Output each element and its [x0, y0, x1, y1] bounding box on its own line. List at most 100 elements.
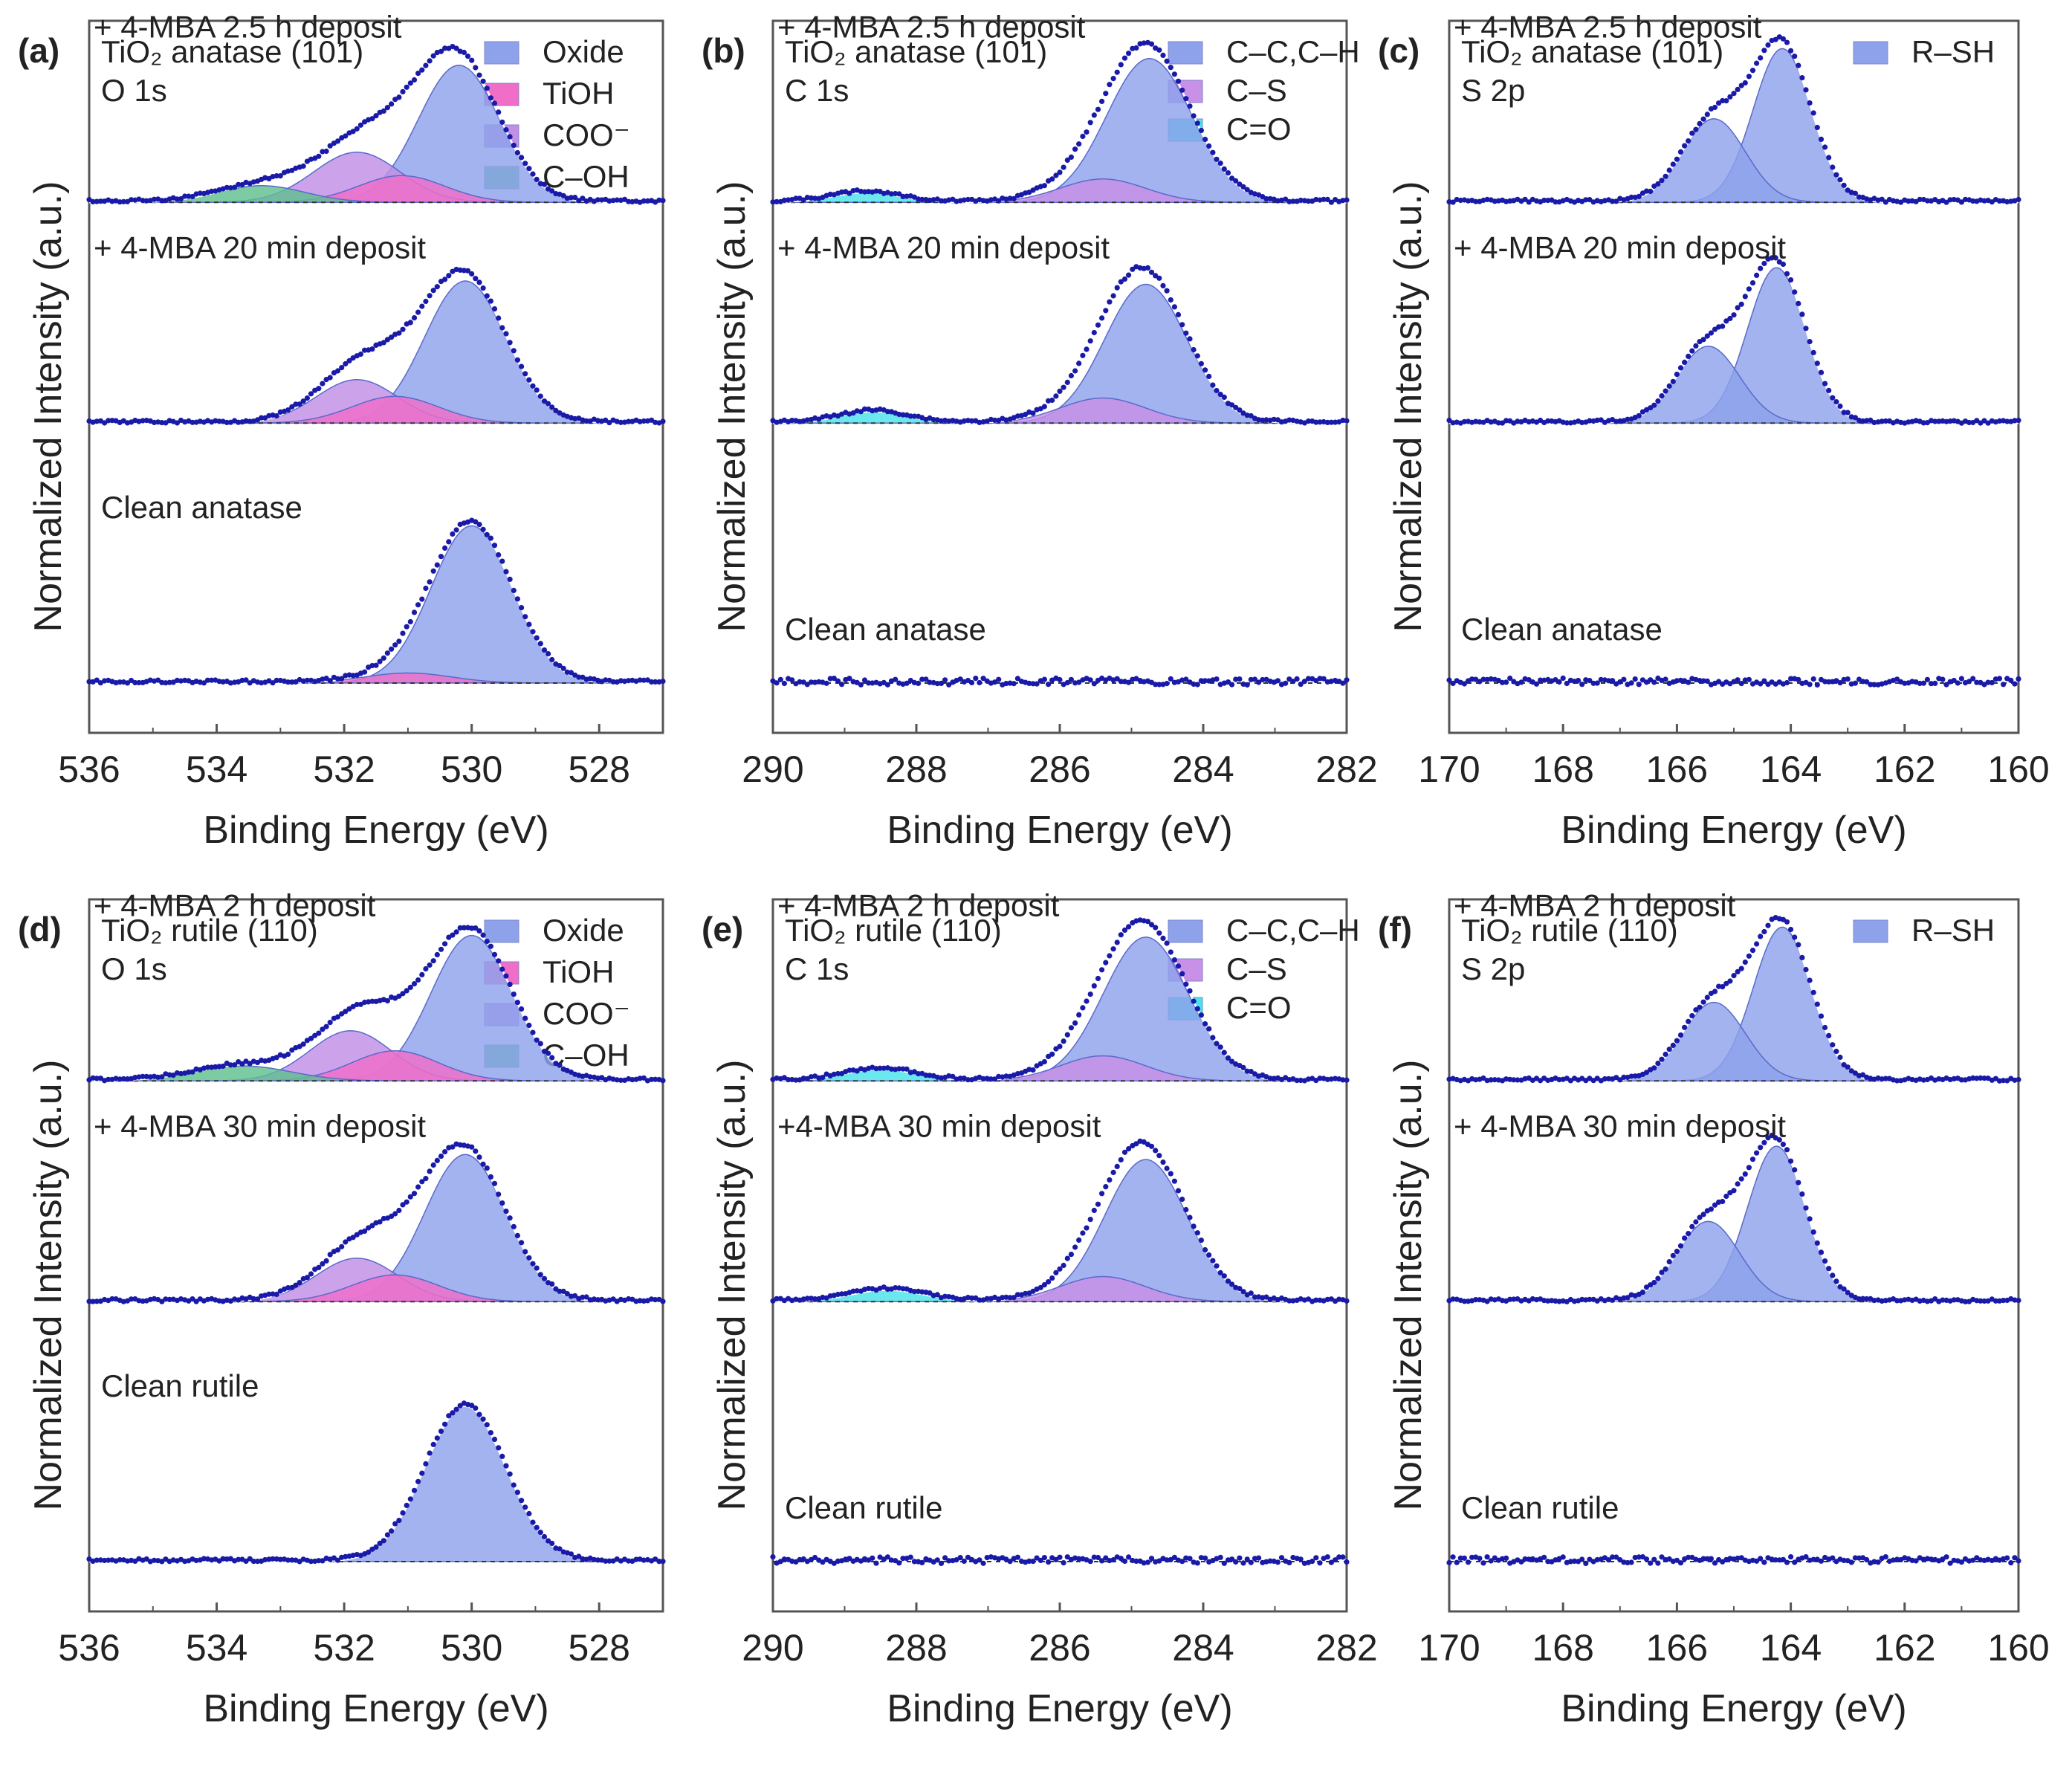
- data-point: [1852, 190, 1858, 196]
- data-point: [1076, 1556, 1082, 1562]
- data-point: [793, 195, 799, 201]
- data-point: [1076, 679, 1082, 685]
- data-point: [526, 377, 532, 383]
- data-point: [1037, 1284, 1043, 1290]
- data-point: [660, 1559, 666, 1565]
- data-point: [1621, 676, 1627, 682]
- data-point: [182, 193, 188, 199]
- data-point: [1677, 149, 1684, 155]
- data-point: [1473, 198, 1479, 204]
- data-point: [1822, 679, 1828, 685]
- data-point: [1515, 1077, 1521, 1083]
- data-point: [362, 669, 368, 675]
- data-point: [1160, 935, 1166, 941]
- data-point: [1248, 413, 1254, 419]
- data-point: [519, 363, 525, 369]
- data-point: [580, 1294, 586, 1300]
- data-point: [1689, 348, 1695, 354]
- data-point: [904, 1066, 910, 1072]
- data-point: [450, 531, 456, 537]
- data-point: [1882, 418, 1888, 424]
- trace-label: Clean rutile: [1461, 1490, 1619, 1525]
- data-point: [491, 1436, 498, 1443]
- data-point: [1114, 676, 1120, 682]
- data-point: [438, 48, 444, 54]
- data-point: [1958, 199, 1964, 205]
- data-point: [934, 681, 940, 687]
- x-tick-label: 530: [441, 748, 502, 790]
- data-point: [499, 1200, 505, 1206]
- data-point: [1830, 1042, 1836, 1048]
- data-point: [1799, 1191, 1805, 1197]
- data-point: [178, 195, 184, 202]
- data-point: [1061, 1262, 1066, 1269]
- data-point: [1034, 1555, 1040, 1561]
- data-point: [1148, 41, 1155, 47]
- data-point: [1240, 1064, 1246, 1070]
- data-point: [1655, 1061, 1661, 1067]
- data-point: [1674, 1557, 1680, 1563]
- data-point: [366, 1225, 372, 1231]
- data-point: [1704, 994, 1710, 1000]
- data-point: [1749, 1157, 1756, 1162]
- data-point: [1061, 164, 1066, 170]
- data-point: [1864, 1296, 1870, 1302]
- data-point: [491, 1180, 498, 1186]
- data-point: [1068, 154, 1074, 160]
- trace: + 4-MBA 2.5 h deposit: [1446, 9, 2021, 205]
- data-point: [1333, 1557, 1338, 1563]
- data-point: [1810, 989, 1816, 995]
- data-point: [442, 276, 448, 282]
- data-point: [1175, 78, 1182, 84]
- data-point: [480, 1161, 486, 1167]
- data-point: [1758, 1556, 1764, 1562]
- data-point: [396, 1207, 402, 1214]
- data-point: [1659, 393, 1665, 399]
- trace-label: + 4-MBA 20 min deposit: [777, 230, 1110, 265]
- data-point: [626, 1558, 632, 1564]
- data-point: [1110, 293, 1116, 299]
- data-point: [1446, 417, 1452, 424]
- data-point: [1704, 333, 1710, 339]
- data-point: [1244, 682, 1250, 688]
- data-point: [1837, 403, 1843, 410]
- data-point: [916, 1071, 922, 1077]
- data-point: [1712, 104, 1718, 111]
- data-point: [1068, 1252, 1074, 1258]
- data-point: [900, 1556, 906, 1562]
- data-point: [427, 579, 433, 585]
- data-point: [1742, 1171, 1748, 1177]
- data-point: [1336, 1554, 1342, 1560]
- data-point: [1651, 1065, 1657, 1071]
- data-point: [1026, 680, 1032, 687]
- data-point: [839, 189, 845, 195]
- data-point: [327, 678, 333, 684]
- data-point: [1217, 1044, 1223, 1050]
- trace: + 4-MBA 2 h deposit: [770, 887, 1350, 1084]
- data-point: [1920, 680, 1926, 686]
- data-point: [300, 1041, 306, 1047]
- data-point: [1643, 1070, 1650, 1076]
- data-point: [1814, 124, 1820, 131]
- data-point: [273, 677, 279, 684]
- data-point: [1894, 1298, 1900, 1304]
- data-point: [1765, 922, 1771, 928]
- data-point: [1473, 418, 1479, 424]
- data-point: [1841, 1286, 1847, 1292]
- data-point: [94, 677, 100, 683]
- data-point: [2001, 1078, 2007, 1084]
- data-point: [415, 1184, 421, 1190]
- data-point: [1610, 1297, 1616, 1303]
- data-point: [174, 420, 180, 426]
- data-point: [469, 925, 475, 931]
- data-point: [1792, 934, 1798, 940]
- data-point: [488, 298, 494, 304]
- legend-label: C–OH: [543, 159, 629, 194]
- data-point: [618, 419, 624, 425]
- data-point: [541, 181, 548, 187]
- data-point: [339, 1243, 345, 1249]
- data-point: [957, 676, 963, 682]
- data-point: [1864, 679, 1870, 685]
- data-point: [1233, 178, 1239, 184]
- data-point: [1974, 679, 1980, 685]
